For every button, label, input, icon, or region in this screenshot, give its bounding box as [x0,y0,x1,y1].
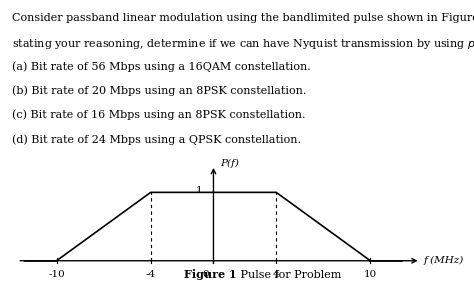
Text: (c) Bit rate of 16 Mbps using an 8PSK constellation.: (c) Bit rate of 16 Mbps using an 8PSK co… [12,110,305,121]
Text: Figure 1: Figure 1 [184,269,237,280]
Text: 1: 1 [196,187,202,195]
Text: 10: 10 [364,270,377,279]
Text: Consider passband linear modulation using the bandlimited pulse shown in Figure : Consider passband linear modulation usin… [12,13,474,23]
Text: -4: -4 [146,270,156,279]
Text: Pulse for Problem: Pulse for Problem [237,270,341,280]
Text: -10: -10 [48,270,65,279]
Text: stating your reasoning, determine if we can have Nyquist transmission by using $: stating your reasoning, determine if we … [12,37,474,51]
Text: (b) Bit rate of 20 Mbps using an 8PSK constellation.: (b) Bit rate of 20 Mbps using an 8PSK co… [12,86,306,96]
Text: (d) Bit rate of 24 Mbps using a QPSK constellation.: (d) Bit rate of 24 Mbps using a QPSK con… [12,134,301,145]
Text: 0: 0 [202,270,209,279]
Text: 4: 4 [273,270,280,279]
Text: P(f): P(f) [220,158,238,168]
Text: f (MHz): f (MHz) [424,256,464,265]
Text: (a) Bit rate of 56 Mbps using a 16QAM constellation.: (a) Bit rate of 56 Mbps using a 16QAM co… [12,61,310,72]
